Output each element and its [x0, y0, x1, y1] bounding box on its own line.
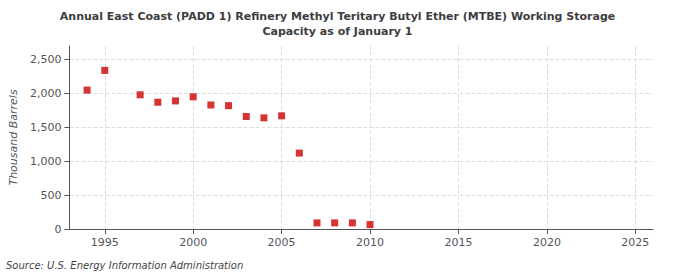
svg-text:Annual East Coast (PADD 1) Ref: Annual East Coast (PADD 1) Refinery Meth… — [60, 10, 615, 23]
svg-text:2005: 2005 — [268, 236, 296, 249]
svg-text:Capacity as of January 1: Capacity as of January 1 — [263, 25, 413, 38]
svg-text:2000: 2000 — [179, 236, 207, 249]
svg-text:Thousand Barrels: Thousand Barrels — [7, 89, 20, 185]
svg-text:Source: U.S. Energy Informatio: Source: U.S. Energy Information Administ… — [6, 260, 243, 271]
svg-text:1,000: 1,000 — [30, 155, 62, 168]
svg-text:1995: 1995 — [91, 236, 119, 249]
svg-text:2010: 2010 — [356, 236, 384, 249]
svg-text:2015: 2015 — [444, 236, 472, 249]
svg-text:0: 0 — [54, 223, 61, 236]
svg-text:500: 500 — [40, 189, 61, 202]
svg-text:1,500: 1,500 — [30, 121, 62, 134]
svg-text:2,000: 2,000 — [30, 87, 62, 100]
svg-text:2025: 2025 — [621, 236, 649, 249]
svg-text:2,500: 2,500 — [30, 53, 62, 66]
svg-text:2020: 2020 — [533, 236, 561, 249]
